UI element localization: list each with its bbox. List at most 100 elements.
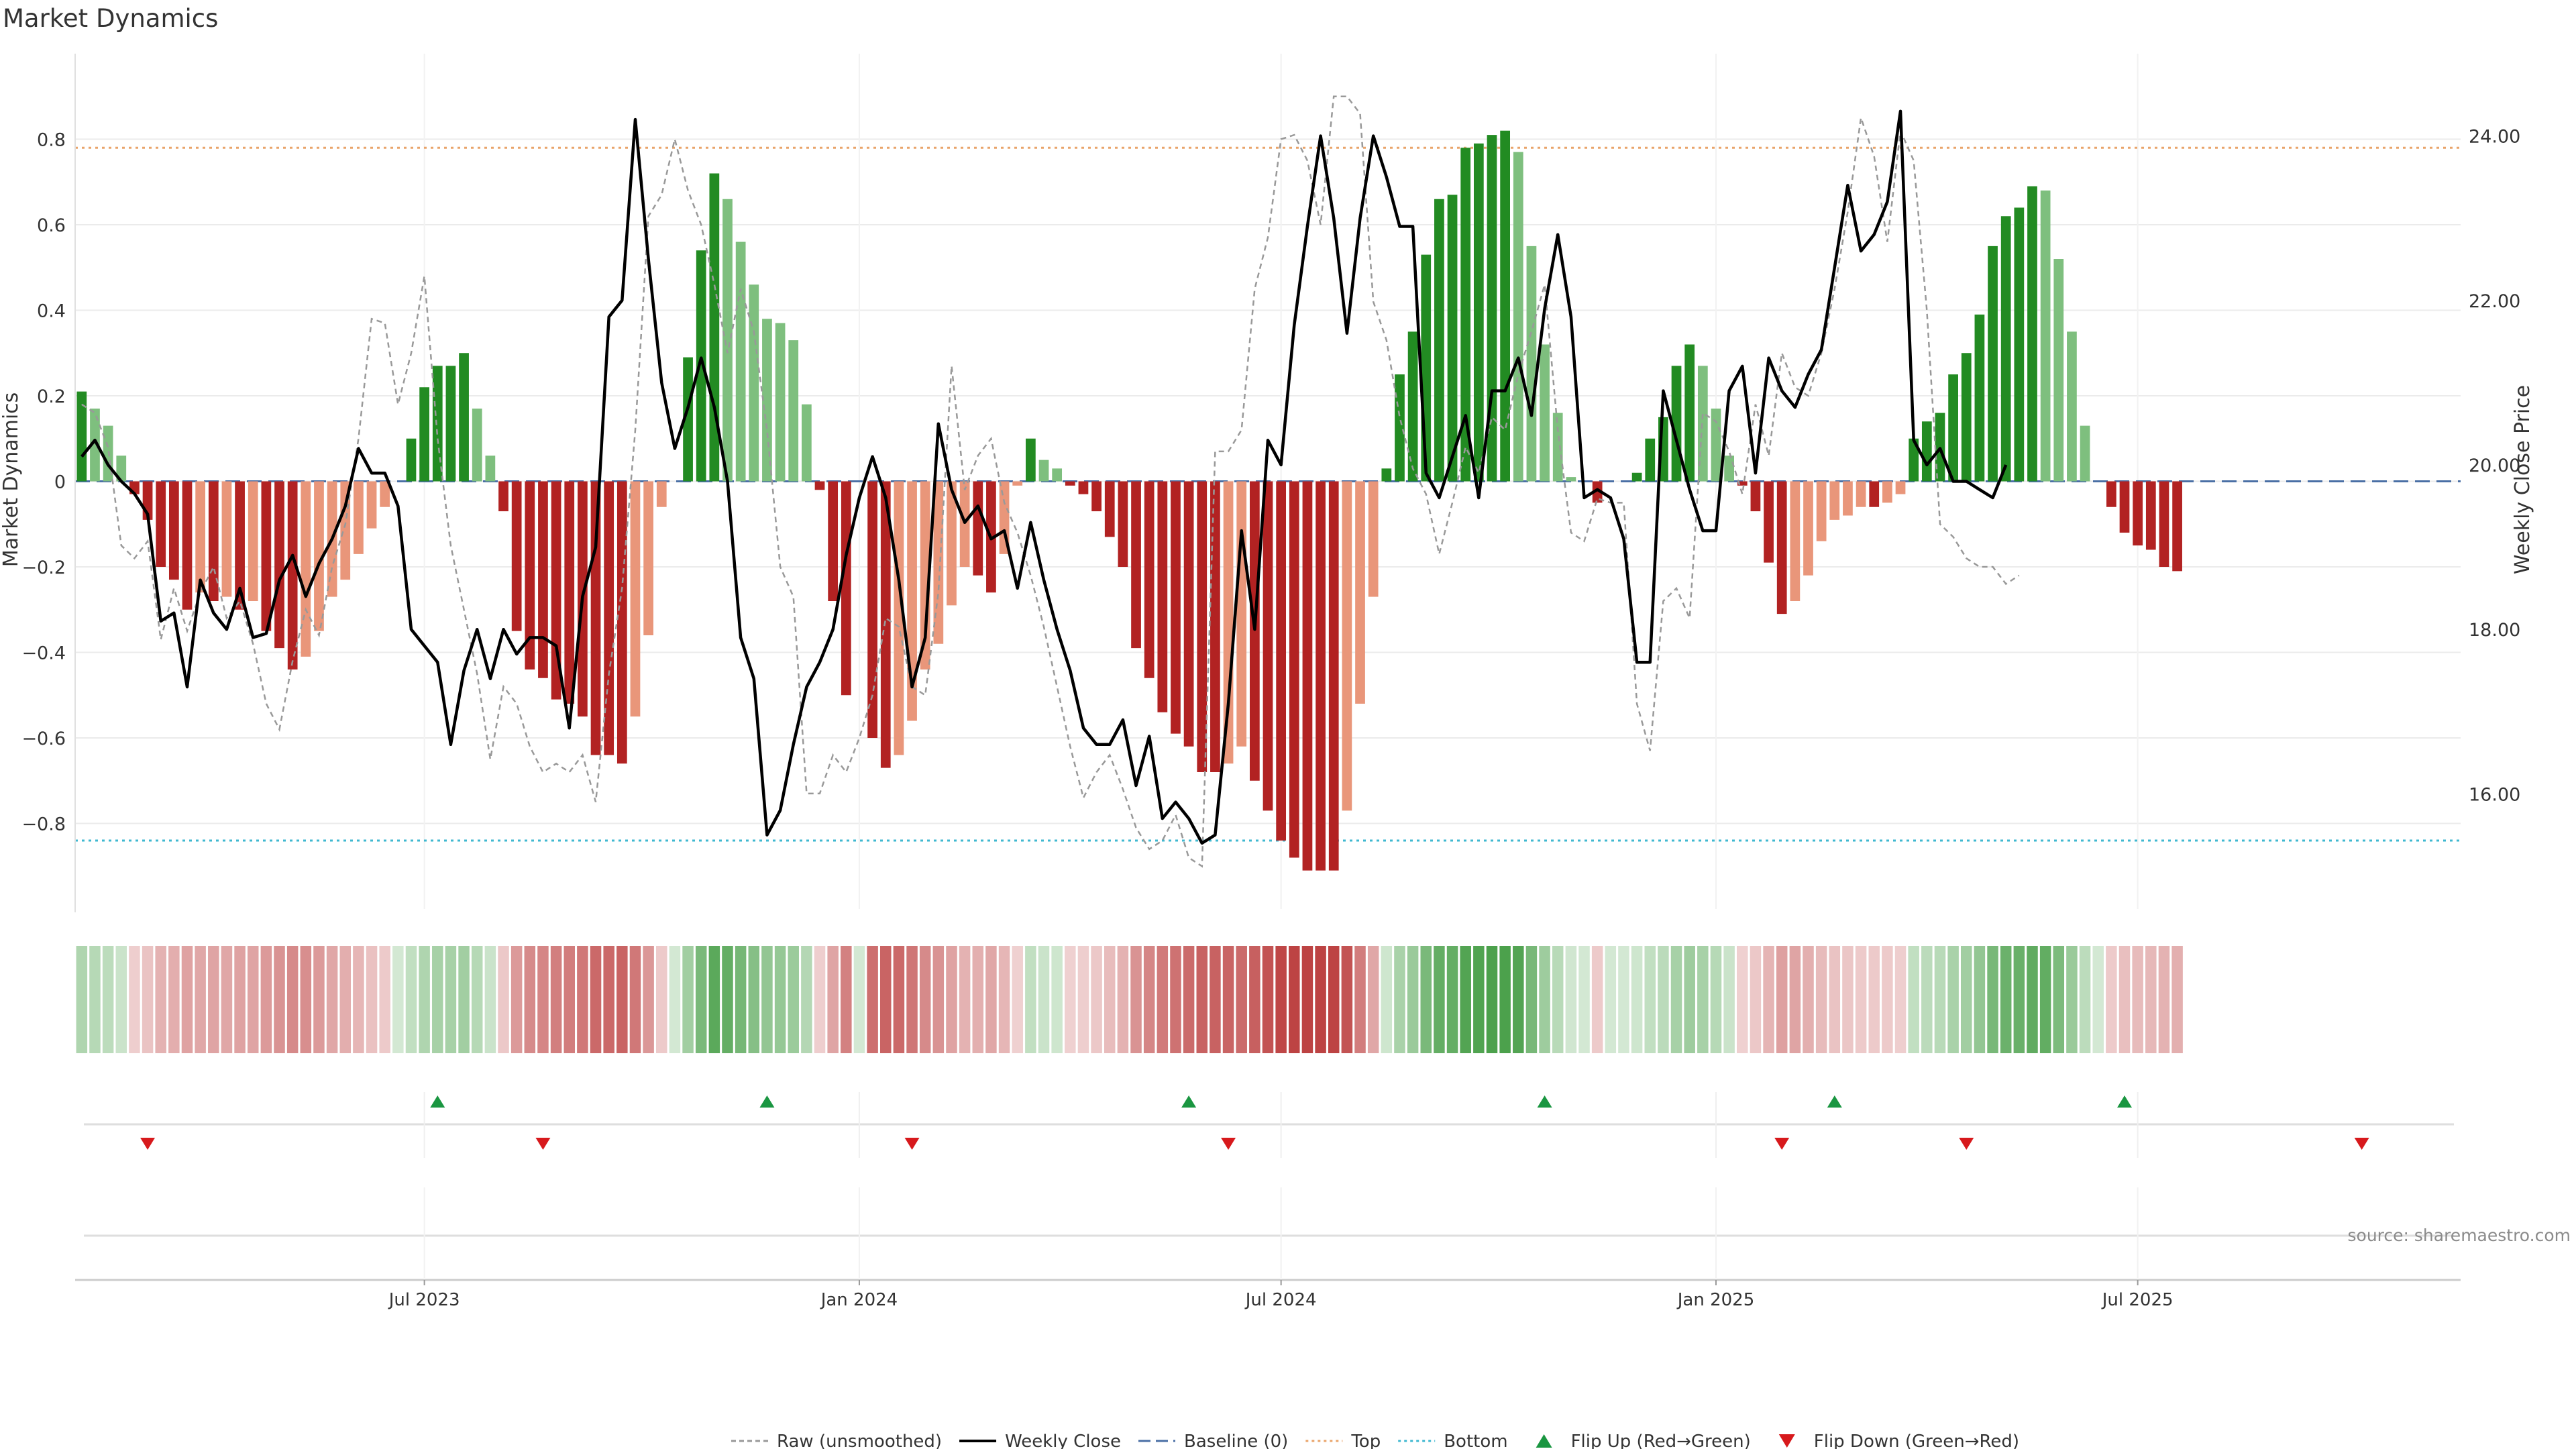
heat-strip-cell — [998, 946, 1010, 1053]
heat-strip-cell — [959, 946, 971, 1053]
dynamics-bar — [1223, 481, 1234, 764]
legend-swatch-flip-down — [1778, 1434, 1795, 1448]
heat-strip-cell — [1974, 946, 1986, 1053]
dynamics-bar — [1500, 130, 1511, 482]
dynamics-bar — [1645, 438, 1656, 482]
legend-item-flip_down: Flip Down (Green→Red) — [1778, 1432, 2019, 1449]
dynamics-bar — [1961, 353, 1972, 482]
heat-strip-cell — [102, 946, 114, 1053]
dynamics-bar — [1829, 481, 1840, 520]
dynamics-bar — [221, 481, 232, 597]
dynamics-bar — [2014, 207, 2025, 482]
heat-strip-cell — [2066, 946, 2078, 1053]
heat-strip-cell — [1763, 946, 1774, 1053]
dynamics-bar — [788, 340, 799, 482]
heat-strip-cell — [274, 946, 285, 1053]
dynamics-bar — [1065, 481, 1075, 486]
heat-strip-cell — [1183, 946, 1195, 1053]
dynamics-bar — [1342, 481, 1352, 811]
dynamics-bar — [511, 481, 522, 631]
dynamics-bar — [1803, 481, 1813, 576]
dynamics-bar — [432, 366, 443, 482]
heat-strip-cell — [801, 946, 812, 1053]
dynamics-bar — [354, 481, 364, 554]
dynamics-bar — [1025, 438, 1036, 482]
dynamics-bar — [287, 481, 298, 669]
heat-strip-cell — [1921, 946, 1933, 1053]
dynamics-bar — [116, 455, 127, 482]
x-tick-label: Jul 2025 — [2101, 1290, 2174, 1310]
heat-strip-cell — [89, 946, 101, 1053]
flip-up-marker — [1181, 1095, 1197, 1108]
heat-strip-cell — [1829, 946, 1841, 1053]
heat-strip-cell — [1315, 946, 1326, 1053]
legend-label: Flip Down (Green→Red) — [1814, 1432, 2019, 1449]
heat-strip-cell — [1091, 946, 1102, 1053]
dynamics-bar — [380, 481, 390, 507]
heat-strip-cell — [564, 946, 575, 1053]
y-tick-label: −0.4 — [21, 643, 66, 664]
dynamics-bar — [1157, 481, 1168, 712]
heat-strip-cell — [419, 946, 430, 1053]
heat-strip-cell — [774, 946, 786, 1053]
heat-strip-cell — [1328, 946, 1340, 1053]
dynamics-bar — [1843, 481, 1853, 516]
heat-strip-cell — [1077, 946, 1089, 1053]
heat-strip-cell — [577, 946, 588, 1053]
flip-up-marker — [430, 1095, 445, 1108]
dynamics-bar — [762, 319, 772, 482]
dynamics-bar — [1171, 481, 1181, 734]
heat-strip-cell — [1552, 946, 1564, 1053]
heat-strip-cell — [2053, 946, 2065, 1053]
heat-strip-cell — [1894, 946, 1907, 1053]
dynamics-bar — [841, 481, 851, 696]
heat-strip-cell — [353, 946, 364, 1053]
heat-strip-cell — [761, 946, 773, 1053]
dynamics-bar — [472, 409, 482, 482]
dynamics-bar — [643, 481, 653, 635]
y2-tick-label: 20.00 — [2469, 455, 2520, 476]
chart-title: Market Dynamics — [3, 4, 218, 33]
dynamics-bar — [1118, 481, 1128, 567]
heat-strip-cell — [656, 946, 667, 1053]
dynamics-bar — [301, 481, 311, 657]
heat-strip-cell — [735, 946, 747, 1053]
dynamics-bar — [1988, 246, 1998, 482]
dynamics-bar — [973, 481, 983, 576]
dynamics-bar — [1381, 468, 1392, 482]
heat-strip-cell — [129, 946, 140, 1053]
dynamics-bar — [1091, 481, 1102, 512]
heat-strip-cell — [1618, 946, 1629, 1053]
dynamics-bar — [616, 481, 627, 764]
heat-strip-cell — [919, 946, 931, 1053]
heat-strip-cell — [1658, 946, 1669, 1053]
dynamics-bar — [709, 173, 720, 482]
heat-strip-cell — [827, 946, 839, 1053]
heat-strip-cell — [1855, 946, 1867, 1053]
dynamics-bar — [1816, 481, 1827, 541]
flip-up-marker — [2117, 1095, 2133, 1108]
heat-strip-cell — [1750, 946, 1762, 1053]
dynamics-bar — [1750, 481, 1761, 512]
dynamics-bar — [920, 481, 930, 669]
heat-strip-cell — [1420, 946, 1432, 1053]
heat-strip-cell — [1882, 946, 1893, 1053]
heat-strip-cell — [1381, 946, 1393, 1053]
legend-item-baseline: Baseline (0) — [1138, 1432, 1288, 1449]
heat-strip-cell — [893, 946, 905, 1053]
heat-strip-cell — [1341, 946, 1353, 1053]
dynamics-bar — [1856, 481, 1866, 507]
dynamics-bar — [538, 481, 548, 678]
dynamics-bar — [1236, 481, 1247, 747]
dynamics-bar — [933, 481, 944, 644]
heat-strip-cell — [695, 946, 707, 1053]
heat-strip-cell — [814, 946, 826, 1053]
heat-strip-cell — [748, 946, 760, 1053]
dynamics-bar — [1407, 331, 1418, 482]
heat-strip-cell — [1157, 946, 1169, 1053]
dynamics-bar — [1869, 481, 1880, 507]
dynamics-bar — [168, 481, 179, 580]
dynamics-bar — [1684, 344, 1695, 482]
y2-tick-label: 22.00 — [2469, 291, 2520, 312]
